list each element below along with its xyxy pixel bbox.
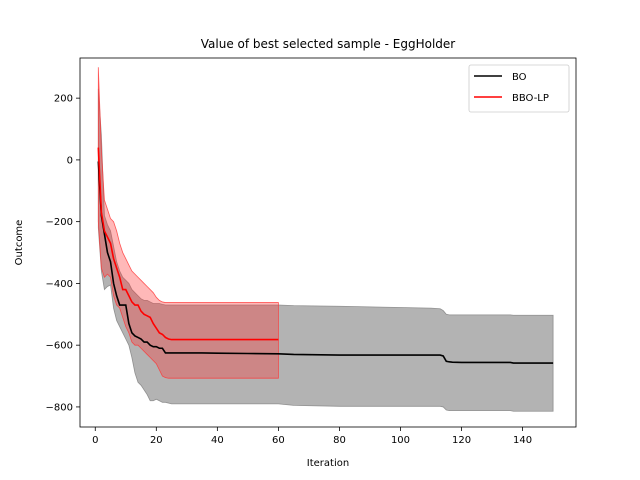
y-tick-label: −400 — [46, 279, 73, 290]
chart-title: Value of best selected sample - EggHolde… — [201, 37, 455, 51]
y-tick-label: −200 — [46, 217, 73, 228]
y-axis-label: Outcome — [14, 220, 25, 266]
x-tick-label: 120 — [452, 435, 471, 446]
series-lines — [97, 147, 554, 364]
x-tick-label: 40 — [211, 435, 224, 446]
legend-label: BO — [512, 72, 527, 83]
x-axis-ticks: 0 20 40 60 80 100 120 140 — [92, 427, 532, 446]
y-tick-label: 0 — [67, 155, 73, 166]
y-tick-label: 200 — [54, 94, 73, 105]
confidence-bands — [97, 67, 554, 412]
line-bo — [97, 161, 554, 364]
band-bo — [97, 88, 554, 412]
y-tick-label: −800 — [46, 402, 73, 413]
legend-label: BBO-LP — [512, 93, 549, 104]
legend: BO BBO-LP — [468, 64, 570, 113]
x-tick-label: 140 — [513, 435, 532, 446]
x-tick-label: 60 — [272, 435, 285, 446]
x-tick-label: 80 — [333, 435, 346, 446]
y-axis-ticks: −800 −600 −400 −200 0 200 — [46, 94, 80, 413]
plot-frame — [79, 57, 577, 428]
x-tick-label: 0 — [92, 435, 98, 446]
x-axis-label: Iteration — [307, 458, 349, 469]
y-tick-label: −600 — [46, 341, 73, 352]
band-bbo-lp — [97, 67, 279, 379]
x-tick-label: 100 — [391, 435, 410, 446]
line-bbo-lp — [97, 147, 279, 341]
x-tick-label: 20 — [150, 435, 163, 446]
